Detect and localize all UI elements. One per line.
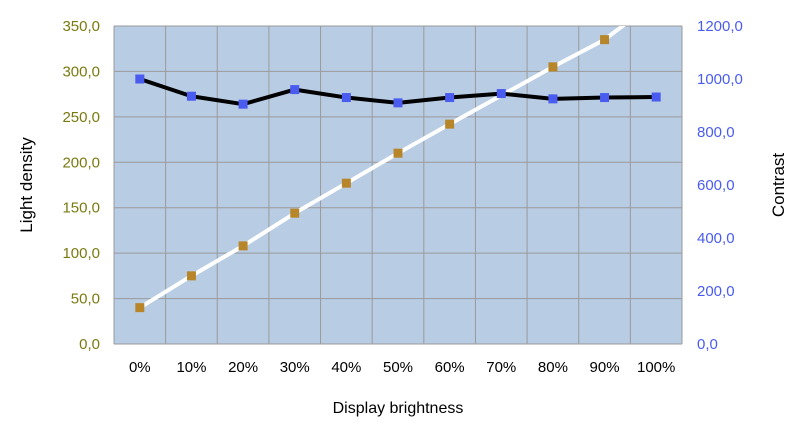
light-density-point <box>548 62 558 72</box>
right-tick-label: 800,0 <box>697 124 735 141</box>
x-axis-ticks: 0% 10% 20% 30% 40% 50% 60% 70% 80% 90% 100% <box>129 359 675 376</box>
x-tick-label: 20% <box>228 359 258 376</box>
contrast-point <box>600 93 610 103</box>
contrast-point <box>445 93 455 103</box>
contrast-point <box>135 74 145 84</box>
x-tick-label: 0% <box>129 359 151 376</box>
left-tick-label: 50,0 <box>71 291 100 308</box>
x-tick-label: 10% <box>176 359 206 376</box>
x-tick-label: 60% <box>435 359 465 376</box>
left-axis-title: Light density <box>17 137 36 233</box>
contrast-point <box>186 91 196 101</box>
light-density-point <box>341 178 351 188</box>
right-axis-title: Contrast <box>769 153 788 218</box>
light-density-point <box>135 303 145 313</box>
right-axis-ticks: 0,0 200,0 400,0 600,0 800,0 1000,0 1200,0 <box>697 18 743 353</box>
gridlines <box>113 25 683 345</box>
right-tick-label: 1000,0 <box>697 71 743 88</box>
light-density-point <box>445 119 455 129</box>
right-tick-label: 200,0 <box>697 283 735 300</box>
light-density-point <box>290 208 300 218</box>
right-tick-label: 600,0 <box>697 177 735 194</box>
right-tick-label: 1200,0 <box>697 18 743 35</box>
left-tick-label: 150,0 <box>62 200 100 217</box>
x-axis-title: Display brightness <box>333 400 464 417</box>
right-tick-label: 0,0 <box>697 336 718 353</box>
x-tick-label: 80% <box>538 359 568 376</box>
contrast-point <box>341 93 351 103</box>
light-density-series-line <box>137 26 626 310</box>
left-tick-label: 100,0 <box>62 245 100 262</box>
contrast-point <box>496 89 506 99</box>
light-density-point <box>600 35 610 45</box>
right-tick-label: 400,0 <box>697 230 735 247</box>
contrast-point <box>548 94 558 104</box>
contrast-point <box>651 92 661 102</box>
light-density-point <box>238 241 248 251</box>
left-tick-label: 350,0 <box>62 18 100 35</box>
contrast-point <box>393 98 403 108</box>
x-tick-label: 90% <box>590 359 620 376</box>
plot-area <box>114 26 682 344</box>
x-tick-label: 100% <box>637 359 675 376</box>
left-axis-ticks: 0,0 50,0 100,0 150,0 200,0 250,0 300,0 350,0 <box>62 18 100 353</box>
x-tick-label: 40% <box>331 359 361 376</box>
left-tick-label: 200,0 <box>62 154 100 171</box>
left-tick-label: 250,0 <box>62 109 100 126</box>
series-layer <box>135 26 661 313</box>
light-density-point <box>186 271 196 281</box>
left-tick-label: 300,0 <box>62 63 100 80</box>
contrast-point <box>290 85 300 95</box>
left-tick-label: 0,0 <box>79 336 100 353</box>
x-tick-label: 70% <box>486 359 516 376</box>
contrast-point <box>238 99 248 109</box>
x-tick-label: 50% <box>383 359 413 376</box>
light-density-point <box>393 148 403 158</box>
x-tick-label: 30% <box>280 359 310 376</box>
